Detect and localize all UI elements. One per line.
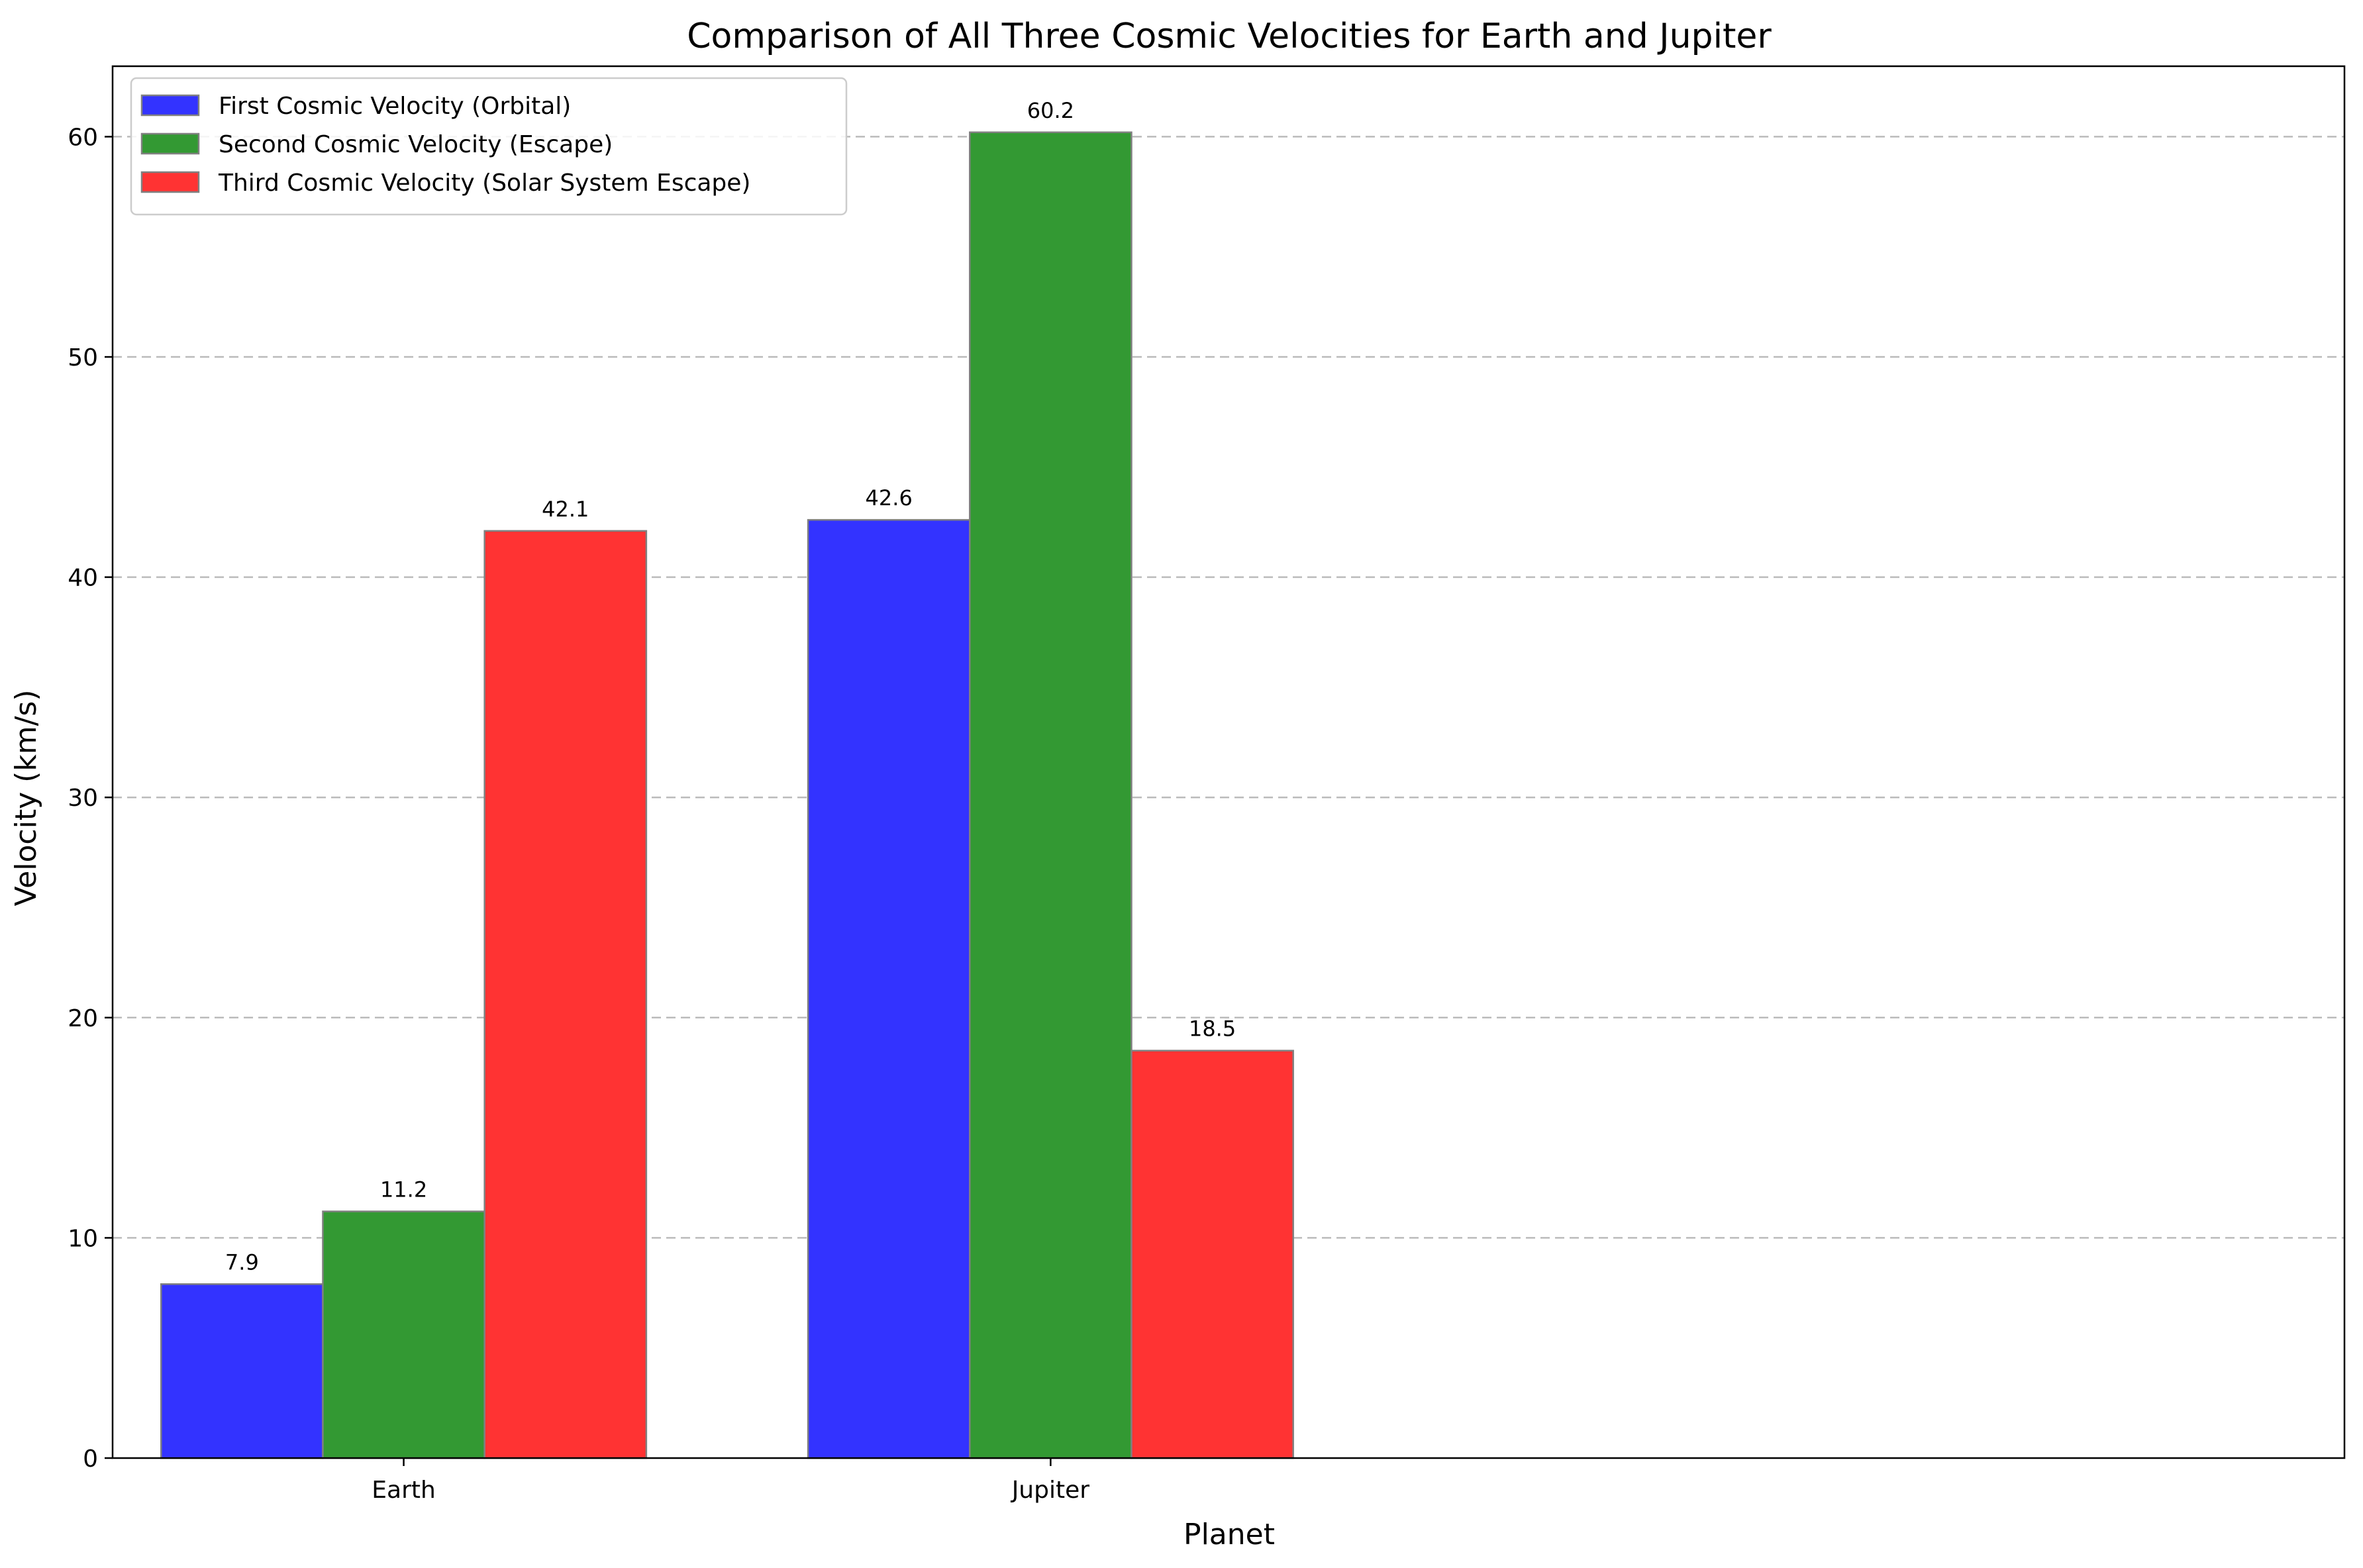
data-labels: 7.9 42.6 11.2 60.2 42.1 18.5 (225, 98, 1236, 1275)
bar-value-label: 11.2 (380, 1177, 427, 1202)
bar (322, 1210, 485, 1459)
legend-swatch (140, 171, 200, 193)
x-tick-label: Earth (372, 1477, 436, 1504)
y-tick-label: 20 (68, 1005, 98, 1032)
chart-title: Comparison of All Three Cosmic Velocitie… (687, 17, 1772, 56)
bar-value-label: 42.1 (542, 497, 589, 522)
bar-value-label: 18.5 (1189, 1016, 1236, 1042)
y-tick-label: 0 (83, 1446, 98, 1473)
plot-area-frame (111, 65, 2346, 1459)
y-tick-label: 60 (68, 124, 98, 151)
legend-swatch (140, 132, 200, 155)
legend-entry: First Cosmic Velocity (Orbital) (219, 93, 571, 120)
legend-entry: Second Cosmic Velocity (Escape) (219, 131, 613, 158)
bar (807, 518, 971, 1459)
y-axis-label: Velocity (km/s) (9, 689, 43, 906)
legend: First Cosmic Velocity (Orbital) Second Co… (130, 77, 848, 216)
y-tick-label: 10 (68, 1225, 98, 1252)
bar (1131, 1050, 1294, 1459)
x-axis: Earth Jupiter (372, 1458, 1089, 1504)
y-tick-label: 40 (68, 565, 98, 592)
legend-entry: Third Cosmic Velocity (Solar System Esca… (218, 170, 750, 197)
bar (483, 530, 648, 1459)
y-tick-label: 30 (68, 785, 98, 812)
y-axis: 0 10 20 30 40 50 60 (68, 124, 113, 1473)
bars (160, 131, 1294, 1459)
bar (160, 1283, 324, 1459)
bar-value-label: 60.2 (1027, 98, 1074, 123)
bar-value-label: 42.6 (866, 485, 913, 511)
bar-value-label: 7.9 (225, 1250, 259, 1275)
y-tick-label: 50 (68, 344, 98, 371)
legend-swatch (140, 94, 200, 117)
x-axis-label: Planet (1183, 1518, 1275, 1551)
x-tick-label: Jupiter (1011, 1477, 1090, 1504)
legend-frame (130, 77, 848, 216)
bar (969, 131, 1132, 1459)
